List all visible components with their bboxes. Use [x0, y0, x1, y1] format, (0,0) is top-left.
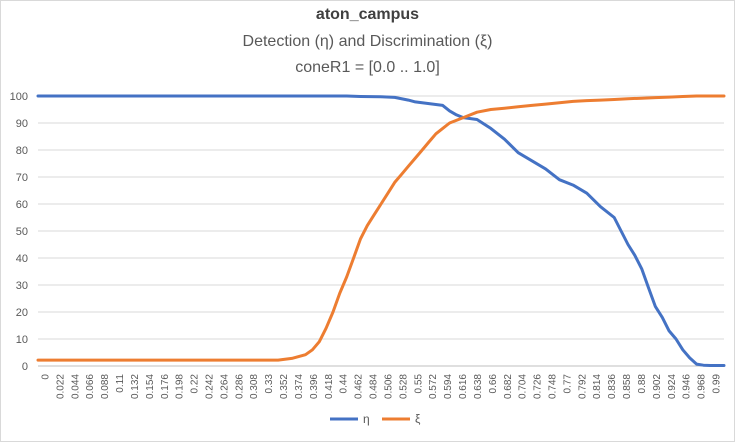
chart-subtitle-range: coneR1 = [0.0 .. 1.0]	[295, 59, 440, 76]
chart-title: aton_campus	[315, 6, 420, 23]
x-tick-label: 0.198	[175, 374, 186, 399]
x-tick-label: 0.814	[592, 374, 603, 399]
x-tick-label: 0.132	[130, 374, 141, 399]
x-tick-label: 0.396	[309, 374, 320, 399]
x-tick-label: 0.924	[667, 374, 678, 399]
y-tick-label: 20	[16, 307, 28, 319]
x-tick-label: 0.506	[383, 374, 394, 399]
y-tick-label: 100	[10, 91, 28, 103]
x-tick-label: 0.88	[637, 374, 648, 394]
x-tick-label: 0.176	[160, 374, 171, 399]
y-tick-label: 70	[16, 172, 28, 184]
y-tick-label: 60	[16, 199, 28, 211]
x-tick-label: 0.528	[398, 374, 409, 399]
x-tick-label: 0.44	[339, 374, 350, 394]
y-tick-label: 40	[16, 253, 28, 265]
x-tick-label: 0.946	[682, 374, 693, 399]
x-tick-label: 0.352	[279, 374, 290, 399]
x-tick-label: 0.66	[488, 374, 499, 394]
x-tick-label: 0.77	[562, 374, 573, 394]
x-tick-label: 0.286	[234, 374, 245, 399]
x-tick-label: 0.638	[473, 374, 484, 399]
y-tick-label: 50	[16, 226, 28, 238]
x-tick-label: 0	[40, 374, 51, 380]
x-tick-label: 0.704	[518, 374, 529, 399]
x-tick-label: 0.55	[413, 374, 424, 394]
legend-label-xi: ξ	[415, 412, 421, 426]
x-tick-label: 0.858	[622, 374, 633, 399]
x-tick-label: 0.022	[55, 374, 66, 399]
y-tick-label: 10	[16, 334, 28, 346]
x-tick-label: 0.484	[369, 374, 380, 399]
y-tick-label: 0	[22, 361, 28, 373]
y-axis-ticks: 0 10 20 30 40 50 60 70 80 90 100	[10, 91, 28, 373]
x-tick-label: 0.242	[205, 374, 216, 399]
x-tick-label: 0.682	[503, 374, 514, 399]
x-tick-label: 0.616	[458, 374, 469, 399]
x-tick-label: 0.594	[443, 374, 454, 399]
x-tick-label: 0.726	[533, 374, 544, 399]
x-tick-label: 0.748	[548, 374, 559, 399]
x-axis-ticks: 0 0.022 0.044 0.066 0.088 0.11 0.132 0.154 0.176…	[40, 374, 722, 399]
x-tick-label: 0.308	[249, 374, 260, 399]
x-tick-label: 0.99	[712, 374, 723, 394]
series-line-eta	[36, 94, 726, 367]
chart-subtitle: Detection (η) and Discrimination (ξ)	[242, 33, 493, 50]
x-tick-label: 0.066	[85, 374, 96, 399]
gridlines	[38, 95, 724, 367]
x-tick-label: 0.11	[115, 374, 126, 393]
series-line-xi	[36, 94, 726, 362]
x-tick-label: 0.792	[577, 374, 588, 399]
y-tick-label: 30	[16, 280, 28, 292]
x-tick-label: 0.088	[100, 374, 111, 399]
x-tick-label: 0.572	[428, 374, 439, 399]
x-tick-label: 0.264	[219, 374, 230, 399]
x-tick-label: 0.374	[294, 374, 305, 399]
x-tick-label: 0.33	[264, 374, 275, 394]
x-tick-label: 0.902	[652, 374, 663, 399]
series-lines	[36, 94, 726, 367]
x-tick-label: 0.462	[354, 374, 365, 399]
x-tick-label: 0.22	[190, 374, 201, 394]
y-tick-label: 90	[16, 118, 28, 130]
x-tick-label: 0.154	[145, 374, 156, 399]
y-tick-label: 80	[16, 145, 28, 157]
x-tick-label: 0.418	[324, 374, 335, 399]
x-tick-label: 0.968	[697, 374, 708, 399]
legend-label-eta: η	[363, 412, 370, 426]
x-tick-label: 0.044	[70, 374, 81, 399]
x-tick-label: 0.836	[607, 374, 618, 399]
